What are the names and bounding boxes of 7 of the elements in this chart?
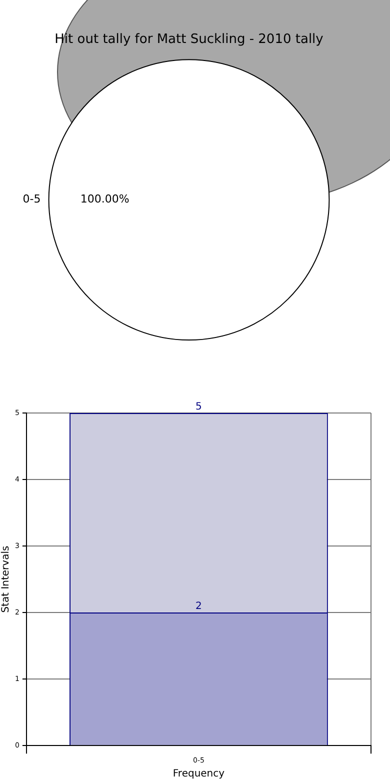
- data-label: 100.00%: [80, 192, 130, 206]
- slice-label: 0-5: [22, 192, 41, 206]
- total-label: 5: [196, 402, 202, 413]
- data-label: 2: [196, 601, 202, 612]
- x-axis-title: Frequency: [172, 768, 225, 780]
- chart-title: Hit out tally for Matt Suckling - 2010 tally: [54, 32, 324, 48]
- y-axis-title: Stat Intervals: [0, 546, 12, 613]
